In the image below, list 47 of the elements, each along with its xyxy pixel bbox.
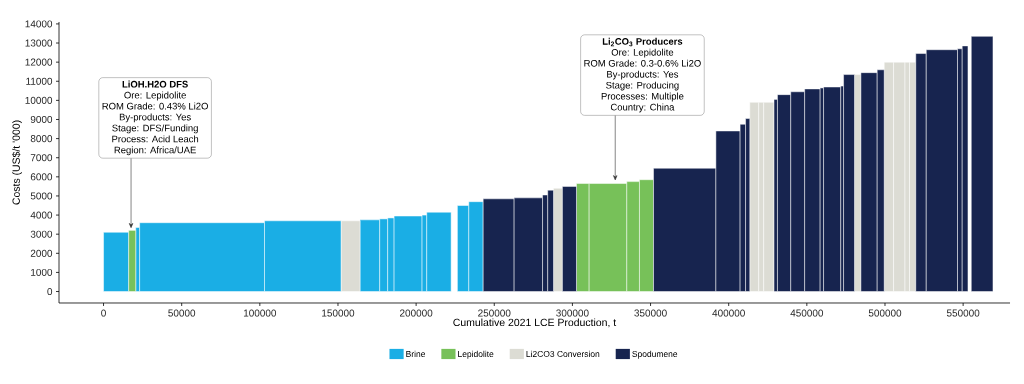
- legend-label: Li2CO3 Conversion: [526, 350, 600, 357]
- x-tick-label: 400000: [712, 309, 745, 317]
- legend-label: Spodumene: [632, 350, 678, 359]
- y-axis-title: Costs (US$/t '000): [12, 120, 22, 205]
- annotation: By-products: Yes: [119, 113, 191, 123]
- y-tick-label: 13000: [25, 39, 53, 47]
- annotation: Process: Acid Leach: [112, 135, 199, 143]
- y-tick-label: 9000: [30, 115, 53, 124]
- annotation: Stage: Producing: [606, 81, 679, 91]
- legend-label: Lepidolite: [458, 350, 494, 359]
- y-tick-label: 11000: [26, 77, 53, 85]
- y-tick-label: 8000: [30, 135, 53, 143]
- x-tick-label: 150000: [322, 309, 355, 317]
- y-tick-label: 2000: [30, 249, 53, 257]
- annotation: Processes: Multiple: [601, 92, 684, 102]
- x-tick-label: 100000: [243, 309, 277, 317]
- y-tick-label: 12000: [25, 58, 53, 66]
- legend-label: Brine: [406, 350, 426, 357]
- annotation: Region: Africa/UAE: [114, 146, 196, 156]
- x-tick-label: 50000: [168, 309, 196, 317]
- y-tick-label: 14000: [25, 20, 53, 28]
- y-tick-label: 7000: [30, 154, 53, 162]
- annotation: Country: China: [610, 103, 675, 113]
- annotation: Stage: DFS/Funding: [112, 124, 198, 134]
- y-tick-label: 5000: [30, 192, 53, 200]
- x-tick-label: 500000: [868, 309, 902, 317]
- annotation: ROM Grade: 0.3-0.6% Li2O: [584, 59, 701, 67]
- annotation: Ore: Lepidolite: [124, 91, 186, 101]
- x-axis-title: Cumulative 2021 LCE Production, t: [453, 318, 617, 328]
- y-tick-label: 1000: [31, 268, 53, 276]
- annotation: LiOH.H2O DFS: [122, 80, 188, 88]
- annotation: By-products: Yes: [607, 70, 679, 80]
- annotation: ROM Grade: 0.43% Li2O: [102, 102, 208, 110]
- y-tick-label: 10000: [25, 96, 53, 104]
- x-tick-label: 250000: [478, 309, 511, 317]
- y-tick-label: 6000: [30, 173, 53, 181]
- x-tick-label: 0: [101, 309, 106, 317]
- x-tick-label: 450000: [790, 309, 824, 317]
- y-tick-label: 0: [47, 288, 53, 296]
- x-tick-label: 550000: [946, 309, 980, 317]
- x-tick-label: 350000: [634, 309, 667, 317]
- annotation: Ore: Lepidolite: [611, 48, 674, 58]
- x-tick-label: 300000: [556, 309, 589, 317]
- x-tick-label: 200000: [400, 309, 433, 317]
- y-tick-label: 3000: [30, 230, 53, 238]
- annotation: Li$_{2}$CO$_{3}$ Producers: [602, 37, 683, 47]
- y-tick-label: 4000: [30, 211, 53, 219]
